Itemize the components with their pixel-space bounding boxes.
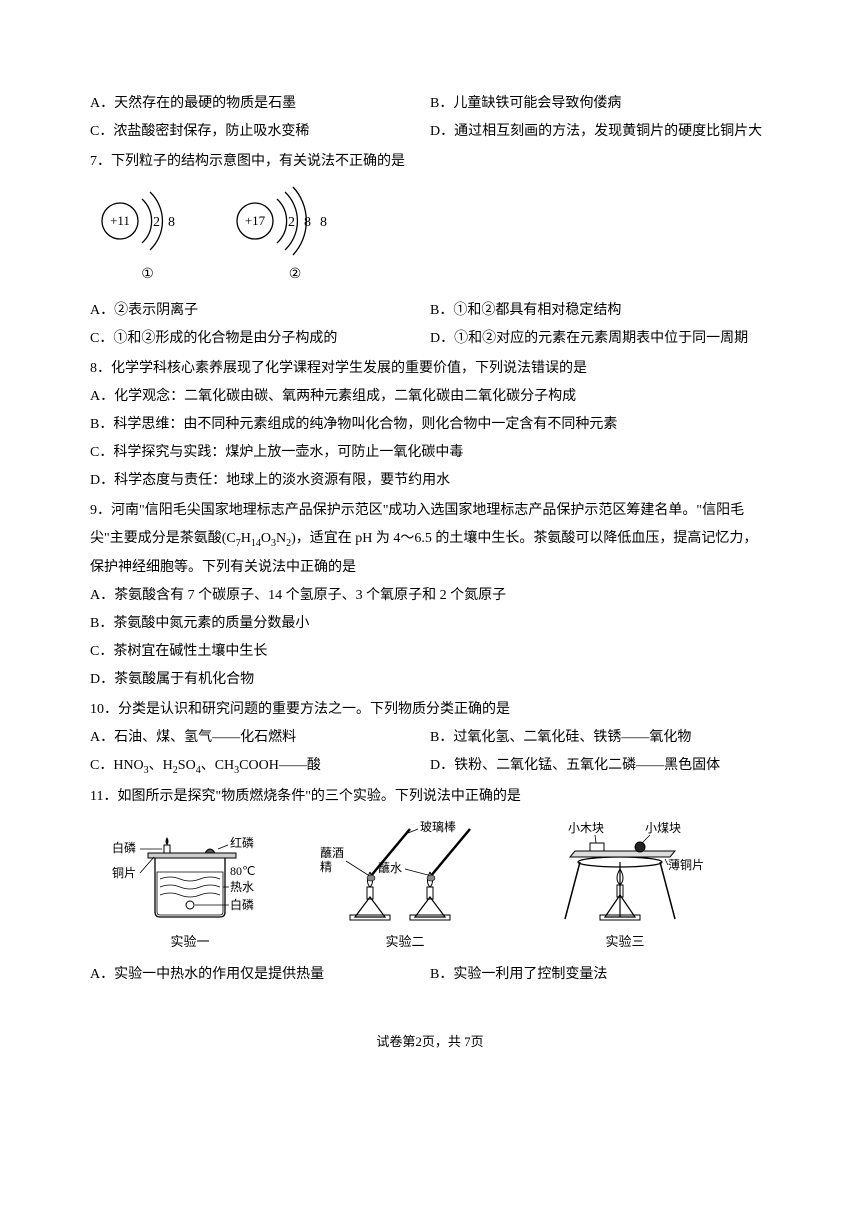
atom-2-label: ② [289, 261, 302, 289]
atom-1-label: ① [141, 261, 154, 289]
exp2-caption: 实验二 [385, 929, 424, 955]
q11-option-a: A．实验一中热水的作用仅是提供热量 [90, 961, 430, 989]
q9-option-b: B．茶氨酸中氮元素的质量分数最小 [90, 610, 770, 638]
q7-option-c: C．①和②形成的化合物是由分子构成的 [90, 325, 430, 353]
exp3-caption: 实验三 [605, 929, 644, 955]
q11-option-b: B．实验一利用了控制变量法 [430, 961, 770, 989]
atom-1: +11 2 8 ① [90, 184, 205, 289]
exp1-lbl-hw: 热水 [230, 880, 254, 894]
q9-stem-line2: 尖"主要成分是茶氨酸(C7H14O3N2)，适宜在 pH 为 4～6.5 的土壤… [90, 525, 770, 554]
exp1-lbl-cu: 铜片 [112, 865, 136, 880]
q9-formula-h: 14 [251, 538, 261, 549]
q7-stem: 7．下列粒子的结构示意图中，有关说法不正确的是 [90, 148, 770, 176]
exp1-lbl-rp: 红磷 [230, 835, 254, 850]
q11-options: A．实验一中热水的作用仅是提供热量 B．实验一利用了控制变量法 [90, 961, 770, 989]
q11-stem: 11．如图所示是探究"物质燃烧条件"的三个实验。下列说法中正确的是 [90, 783, 770, 811]
svg-text:2: 2 [153, 215, 160, 230]
q10-options: A．石油、煤、氢气——化石燃料 B．过氧化氢、二氧化硅、铁锈——氧化物 C．HN… [90, 724, 770, 781]
q9-option-a: A．茶氨酸含有 7 个碳原子、14 个氢原子、3 个氧原子和 2 个氮原子 [90, 582, 770, 610]
exp1-lbl-wp: 白磷 [112, 840, 136, 855]
q9-formula-o: 3 [271, 538, 276, 549]
q10-stem: 10．分类是认识和研究问题的重要方法之一。下列物质分类正确的是 [90, 696, 770, 724]
exp3-lbl-wood: 小木块 [568, 821, 604, 835]
q7-diagram: +11 2 8 ① +17 2 8 8 ② [90, 184, 770, 289]
exp2-lbl-alc: 蘸酒 [320, 846, 344, 860]
q7-option-a: A．②表示阴离子 [90, 297, 430, 325]
svg-text:8: 8 [168, 215, 175, 230]
exp1-lbl-wp2: 白磷 [230, 897, 254, 912]
q8-option-d: D．科学态度与责任：地球上的淡水资源有限，要节约用水 [90, 467, 770, 495]
svg-text:8: 8 [304, 215, 311, 230]
experiment-1: 白磷 红磷 铜片 80℃ 热水 白磷 实验一 [110, 817, 270, 955]
q6-options: A．天然存在的最硬的物质是石墨 B．儿童缺铁可能会导致佝偻病 C．浓盐酸密封保存… [90, 90, 770, 146]
q10-option-d: D．铁粉、二氧化锰、五氧化二磷——黑色固体 [430, 752, 770, 781]
atom-2: +17 2 8 8 ② [225, 184, 365, 289]
exp3-lbl-plate: 薄铜片 [668, 857, 704, 872]
q10c-pre: C．HNO [90, 758, 144, 773]
q10-option-b: B．过氧化氢、二氧化硅、铁锈——氧化物 [430, 724, 770, 752]
q10-option-c: C．HNO3、H2SO4、CH3COOH——酸 [90, 752, 430, 781]
atom-1-svg: +11 2 8 [90, 184, 205, 259]
svg-text:+11: +11 [110, 213, 130, 228]
page-footer: 试卷第2页，共 7页 [90, 1029, 770, 1055]
q10c-m3: 、CH [201, 758, 234, 773]
q11-figures: 白磷 红磷 铜片 80℃ 热水 白磷 实验一 [110, 817, 770, 955]
exp2-lbl-alc2: 精 [320, 860, 332, 874]
experiment-2: 蘸酒 精 蘸水 玻璃棒 实验二 [320, 817, 490, 955]
exp2-lbl-water: 蘸水 [378, 861, 402, 875]
svg-text:+17: +17 [245, 213, 266, 228]
experiment-3: 小木块 小煤块 薄铜片 实验三 [540, 817, 710, 955]
q7-option-b: B．①和②都具有相对稳定结构 [430, 297, 770, 325]
experiment-1-svg: 白磷 红磷 铜片 80℃ 热水 白磷 [110, 817, 270, 927]
experiment-3-svg: 小木块 小煤块 薄铜片 [540, 817, 710, 927]
exp1-caption: 实验一 [170, 929, 209, 955]
svg-text:8: 8 [320, 215, 327, 230]
q9-l2-pre: 尖"主要成分是茶氨酸(C [90, 531, 236, 546]
atom-2-svg: +17 2 8 8 [225, 184, 365, 259]
exp2-lbl-rod: 玻璃棒 [420, 820, 456, 834]
q9-formula-c: 7 [236, 538, 241, 549]
q9-stem-line3: 保护神经细胞等。下列有关说法中正确的是 [90, 554, 770, 582]
q6-option-b: B．儿童缺铁可能会导致佝偻病 [430, 90, 770, 118]
q8-option-c: C．科学探究与实践：煤炉上放一壶水，可防止一氧化碳中毒 [90, 439, 770, 467]
q8-option-b: B．科学思维：由不同种元素组成的纯净物叫化合物，则化合物中一定含有不同种元素 [90, 411, 770, 439]
q6-option-d: D．通过相互刻画的方法，发现黄铜片的硬度比铜片大 [430, 118, 770, 146]
q8-option-a: A．化学观念：二氧化碳由碳、氧两种元素组成，二氧化碳由二氧化碳分子构成 [90, 383, 770, 411]
q7-options: A．②表示阴离子 B．①和②都具有相对稳定结构 C．①和②形成的化合物是由分子构… [90, 297, 770, 353]
q6-option-c: C．浓盐酸密封保存，防止吸水变稀 [90, 118, 430, 146]
q9-l2-post: )，适宜在 pH 为 4～6.5 的土壤中生长。茶氨酸可以降低血压，提高记忆力， [291, 531, 757, 546]
q8-stem: 8．化学学科核心素养展现了化学课程对学生发展的重要价值，下列说法错误的是 [90, 355, 770, 383]
q10c-m2: SO [178, 758, 196, 773]
q9-stem-line1: 9．河南"信阳毛尖国家地理标志产品保护示范区"成功入选国家地理标志产品保护示范区… [90, 497, 770, 525]
exp1-lbl-temp: 80℃ [230, 864, 255, 878]
q9-option-d: D．茶氨酸属于有机化合物 [90, 666, 770, 694]
q9-option-c: C．茶树宜在碱性土壤中生长 [90, 638, 770, 666]
q6-option-a: A．天然存在的最硬的物质是石墨 [90, 90, 430, 118]
q10c-post: COOH——酸 [239, 758, 321, 773]
q10-option-a: A．石油、煤、氢气——化石燃料 [90, 724, 430, 752]
svg-text:2: 2 [288, 215, 295, 230]
experiment-2-svg: 蘸酒 精 蘸水 玻璃棒 [320, 817, 490, 927]
q7-option-d: D．①和②对应的元素在元素周期表中位于同一周期 [430, 325, 770, 353]
q10c-m1: 、H [149, 758, 173, 773]
exp3-lbl-coal: 小煤块 [645, 821, 681, 835]
